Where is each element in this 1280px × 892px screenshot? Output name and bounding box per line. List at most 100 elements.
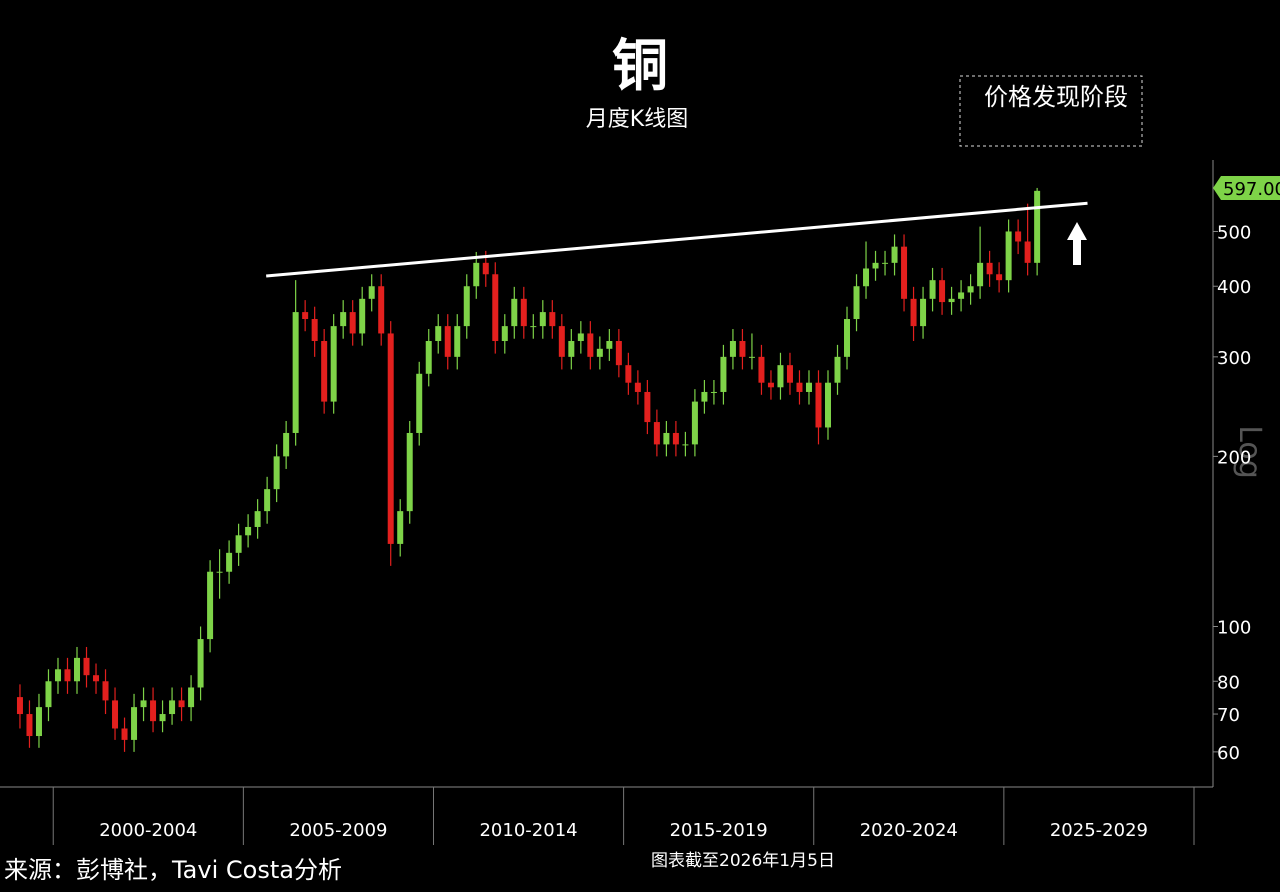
candle-body [996,274,1003,281]
candle-body [150,700,157,722]
candle-body [511,298,518,327]
candle-body [311,319,318,342]
candle-body [644,391,651,423]
y-tick-label: 60 [1217,743,1240,764]
candle-body [425,341,432,374]
candle-body [767,382,774,388]
candle-body [549,312,556,327]
candle-body [501,326,508,342]
candle-body [492,274,499,342]
candle-body [1015,231,1022,242]
candle-body [977,262,984,287]
candle-body [1005,231,1012,281]
candle-body [1034,190,1041,263]
candle-body [824,382,831,428]
candle-body [454,326,461,357]
x-period-label: 2015-2019 [670,820,768,841]
candle-body [682,444,689,446]
candle-body [121,728,128,740]
candle-body [672,432,679,445]
candle-body [558,326,565,357]
candle-body [786,365,793,383]
candle-body [710,391,717,393]
candle-body [853,286,860,320]
candle-body [729,341,736,357]
y-tick-label: 500 [1217,222,1251,243]
candle-body [207,571,214,640]
y-tick-label: 200 [1217,447,1251,468]
candle-body [64,669,71,682]
candle-body [891,246,898,263]
candle-body [226,552,233,572]
candle-body [26,714,33,737]
candle-body [882,262,889,264]
y-tick-label: 100 [1217,617,1251,638]
candle-body [102,681,109,701]
candle-body [45,681,52,708]
candle-body [292,312,299,433]
candle-body [463,286,470,327]
candle-body [397,511,404,544]
last-price-label: 597.00 [1223,179,1280,200]
x-period-label: 2005-2009 [289,820,387,841]
annotation-box [959,75,1143,147]
candle-body [958,292,965,299]
candle-body [340,312,347,327]
candle-body [653,422,660,445]
candle-body [986,262,993,275]
x-period-label: 2020-2024 [860,820,958,841]
candle-body [615,341,622,366]
candle-body [321,341,328,402]
candle-body [264,489,271,512]
candle-body [330,326,337,402]
candle-body [967,286,974,293]
candle-body [625,365,632,383]
candle-body [349,312,356,334]
scale-label: Log [1232,425,1267,479]
candle-body [93,675,100,682]
candle-body [54,669,61,682]
candle-body [520,298,527,327]
candle-body [929,280,936,299]
chart-subtitle: 月度K线图 [586,107,688,132]
candle-body [283,432,290,457]
candle-body [387,333,394,544]
candle-body [416,373,423,433]
chart-title: 铜 [612,34,668,99]
candle-body [920,298,927,327]
candle-body [939,280,946,303]
candle-body [188,687,195,708]
trendline [266,201,1088,278]
candle-body [587,333,594,357]
y-tick-label: 70 [1217,705,1240,726]
candle-body [254,511,261,527]
candle-body [359,298,366,334]
candle-body [35,707,42,737]
candle-body [805,382,812,392]
candle-body [844,319,851,357]
candle-body [378,286,385,334]
candle-body [796,382,803,392]
candle-body [1024,241,1031,263]
candle-body [872,262,879,269]
candle-body [606,341,613,349]
candle-body [435,326,442,342]
candle-body [701,391,708,402]
last-price-marker [1213,175,1280,200]
candle-body [83,657,90,676]
candle-body [482,262,489,275]
x-period-label: 2000-2004 [99,820,197,841]
candle-body [577,333,584,342]
candle-body [691,401,698,445]
candle-body [131,707,138,740]
candle-body [406,432,413,512]
candle-body [16,697,23,715]
y-tick-label: 300 [1217,348,1251,369]
candle-body [539,312,546,327]
candle-body [758,356,765,383]
candle-body [720,356,727,392]
candle-body [245,526,252,536]
candle-body [159,714,166,722]
